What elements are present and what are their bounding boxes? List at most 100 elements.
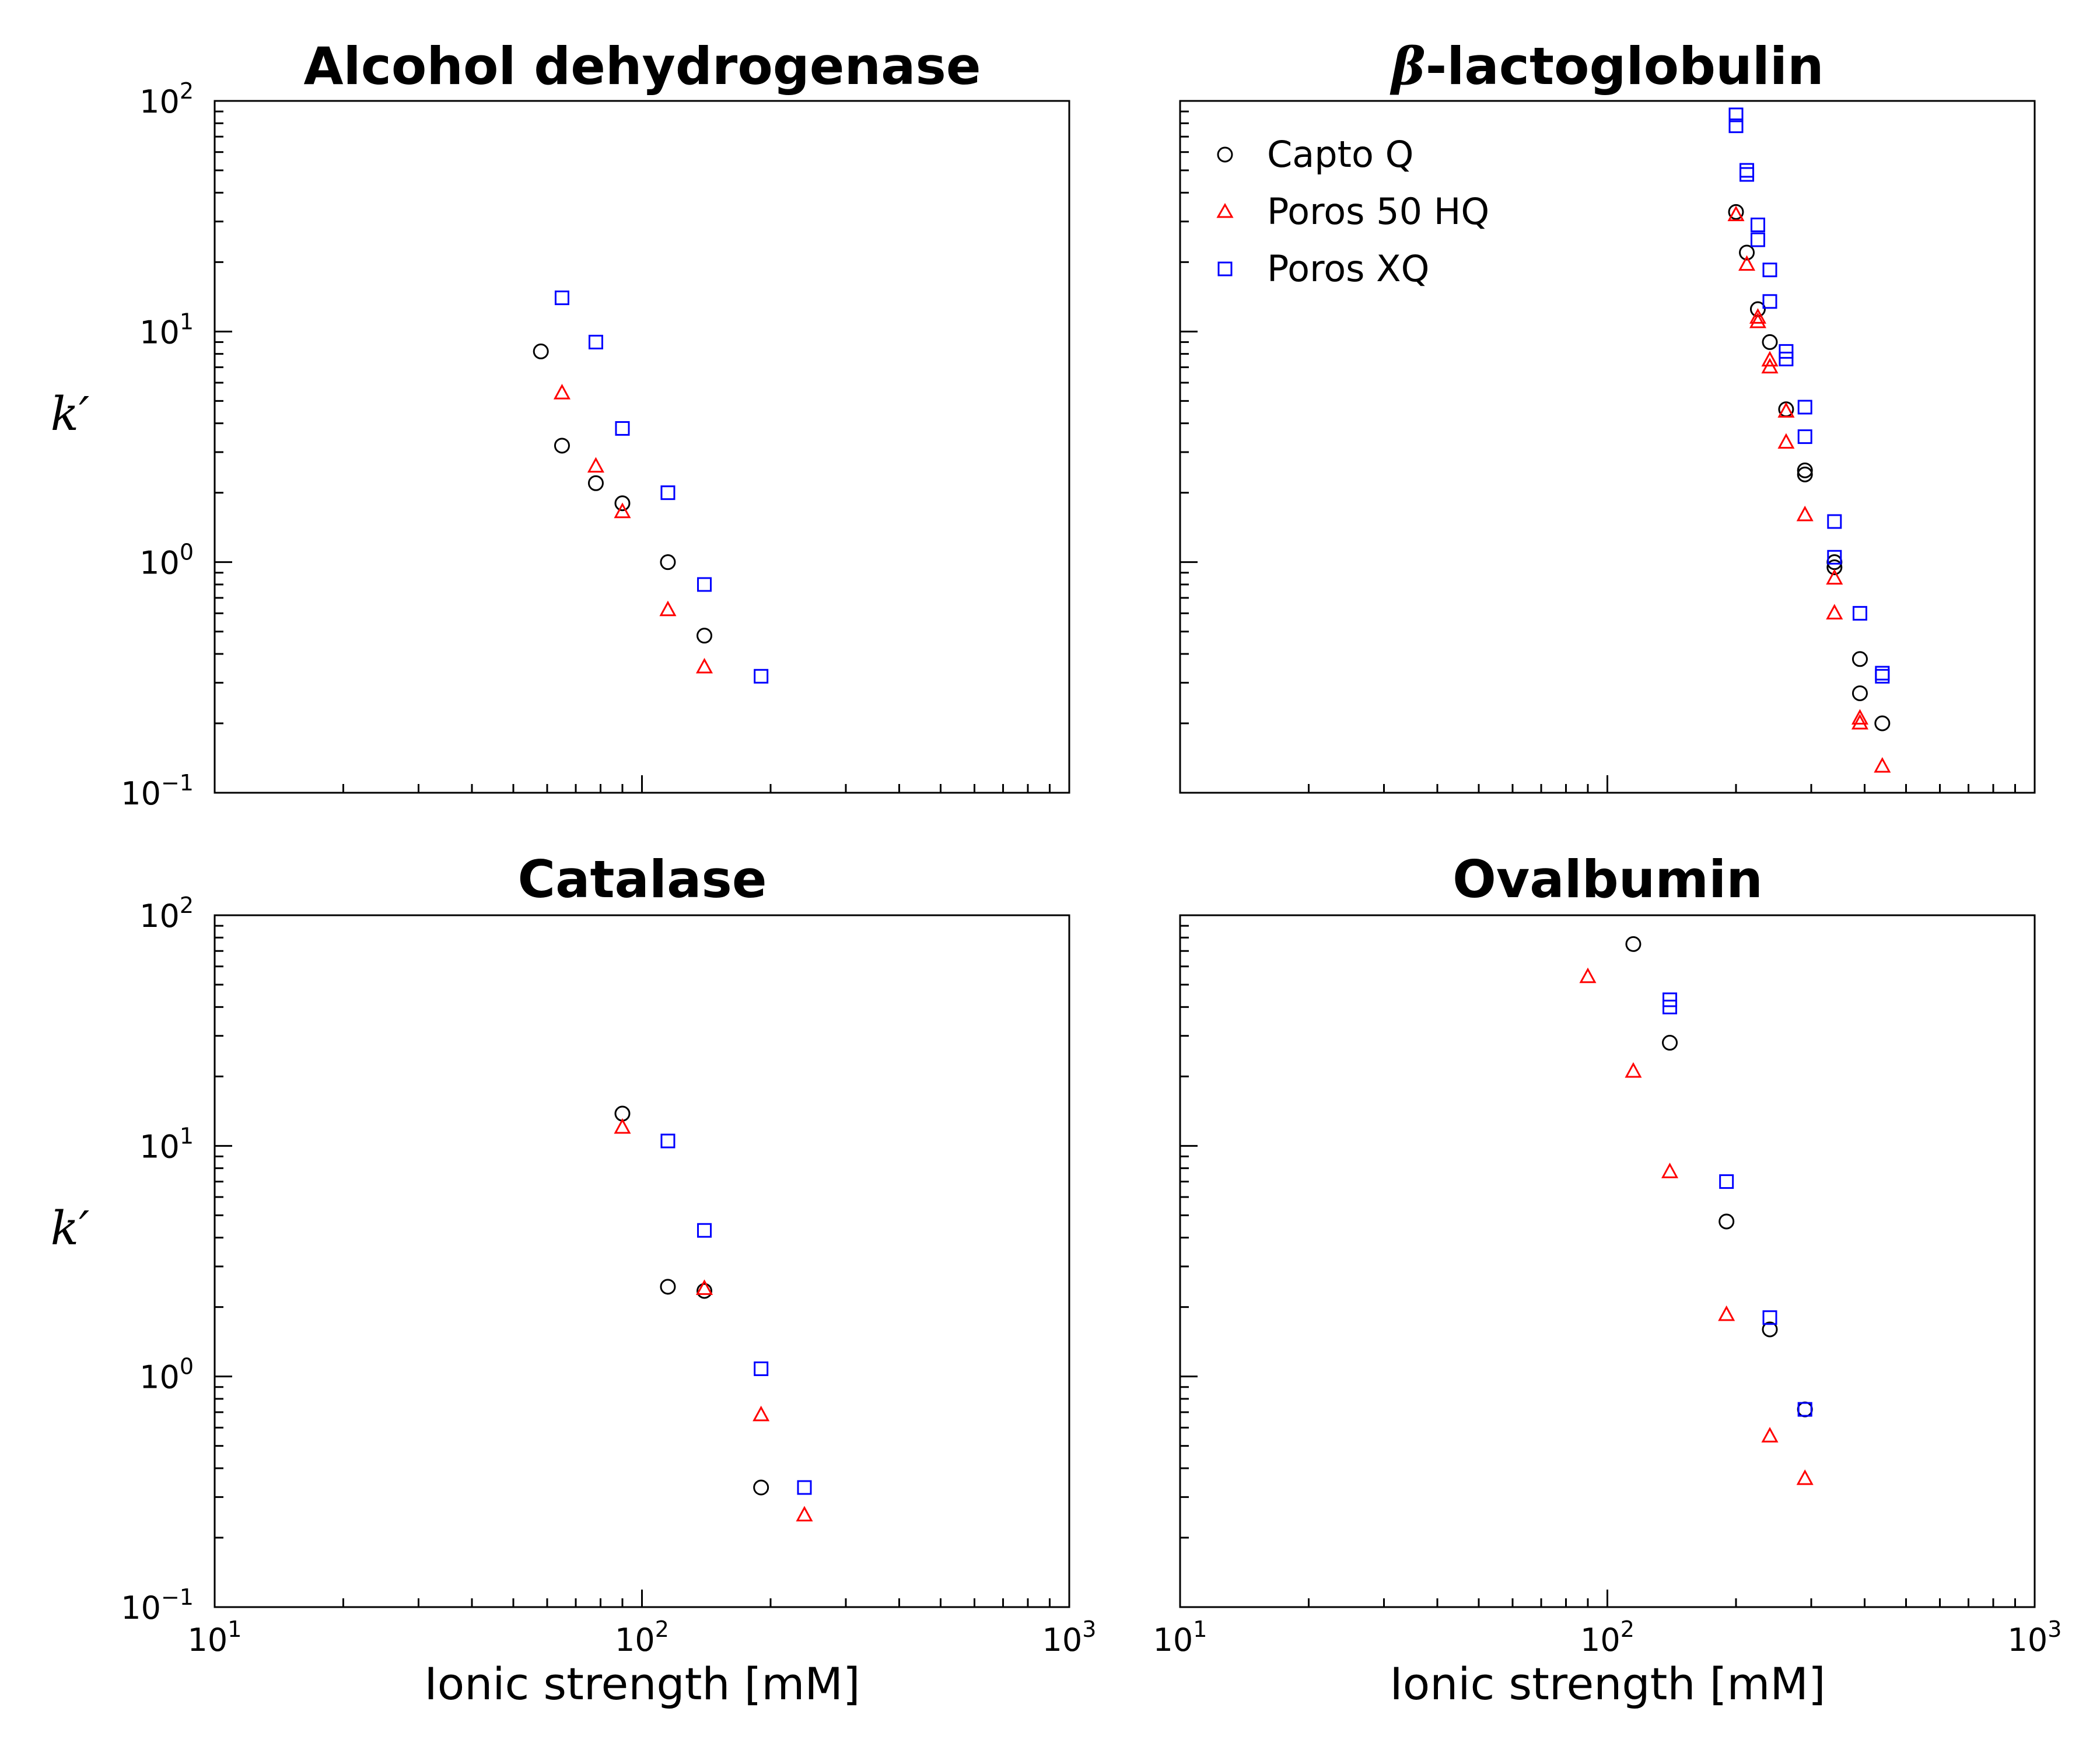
marker-circle bbox=[614, 495, 631, 512]
marker-square bbox=[1779, 351, 1794, 366]
legend-label: Poros XQ bbox=[1267, 247, 1429, 290]
marker-square bbox=[1827, 550, 1842, 565]
marker-triangle bbox=[1796, 1469, 1814, 1485]
marker-circle bbox=[533, 343, 549, 359]
legend-marker-circle bbox=[1217, 146, 1233, 163]
y-axis-label: k′ bbox=[51, 387, 90, 441]
x-tick-label: 103 bbox=[2008, 1616, 2062, 1658]
marker-circle bbox=[1797, 1401, 1813, 1418]
x-tick-labels: 101 102 103 bbox=[188, 1616, 1097, 1658]
marker-circle bbox=[753, 1479, 769, 1496]
marker-triangle bbox=[1625, 1062, 1642, 1078]
data-markers bbox=[614, 1105, 813, 1522]
y-tick-label: 102 bbox=[139, 78, 194, 120]
plot-frame bbox=[1179, 914, 2036, 1608]
marker-triangle bbox=[1761, 358, 1779, 374]
marker-square bbox=[1728, 107, 1744, 123]
plot-frame bbox=[214, 914, 1070, 1608]
marker-square bbox=[1750, 218, 1765, 233]
marker-square bbox=[1762, 1310, 1777, 1325]
marker-circle bbox=[660, 1279, 676, 1295]
marker-square bbox=[660, 1133, 676, 1149]
x-tick-label: 102 bbox=[1580, 1616, 1634, 1658]
marker-triangle bbox=[614, 502, 631, 519]
x-tick-label: 101 bbox=[1153, 1616, 1208, 1658]
marker-triangle bbox=[696, 1279, 713, 1295]
x-tick-label: 103 bbox=[1042, 1616, 1097, 1658]
marker-square bbox=[660, 485, 676, 501]
marker-triangle bbox=[1761, 351, 1779, 367]
minor-ticks bbox=[1179, 914, 2016, 1608]
marker-circle bbox=[1826, 559, 1843, 575]
marker-circle bbox=[554, 438, 570, 454]
marker-triangle bbox=[1727, 205, 1745, 222]
marker-triangle bbox=[752, 1405, 770, 1422]
legend-marker-square bbox=[1217, 261, 1233, 276]
marker-triangle bbox=[1796, 505, 1814, 522]
panel-title: Alcohol dehydrogenase bbox=[303, 36, 981, 96]
marker-square bbox=[1762, 294, 1777, 309]
y-tick-label: 101 bbox=[139, 1123, 194, 1165]
marker-square bbox=[1797, 400, 1812, 415]
marker-circle bbox=[696, 1283, 713, 1299]
y-tick-label: 10−1 bbox=[121, 1584, 194, 1626]
marker-circle bbox=[1797, 462, 1813, 478]
minor-ticks bbox=[214, 914, 1051, 1608]
marker-triangle bbox=[1777, 402, 1795, 418]
marker-square bbox=[754, 1361, 769, 1376]
marker-circle bbox=[1762, 334, 1778, 350]
marker-circle bbox=[1852, 651, 1868, 667]
legend-entry-capto-q: Capto Q bbox=[1217, 133, 1413, 176]
marker-square bbox=[1779, 344, 1794, 359]
marker-circle bbox=[1625, 936, 1642, 952]
marker-square bbox=[1852, 606, 1867, 621]
marker-square bbox=[1827, 514, 1842, 529]
marker-triangle bbox=[1579, 967, 1597, 984]
marker-circle bbox=[696, 628, 713, 644]
y-tick-labels: 102 101 100 10−1 bbox=[121, 78, 194, 812]
marker-triangle bbox=[1851, 713, 1868, 730]
marker-triangle bbox=[1661, 1163, 1679, 1178]
marker-square bbox=[1719, 1174, 1734, 1189]
marker-circle bbox=[1874, 715, 1891, 732]
panel-title: β-lactoglobulin bbox=[1390, 36, 1824, 96]
marker-square bbox=[797, 1480, 812, 1495]
legend-label: Poros 50 HQ bbox=[1267, 190, 1489, 233]
legend-entry-poros-xq: Poros XQ bbox=[1217, 247, 1429, 290]
marker-square bbox=[1740, 167, 1755, 182]
panel-beta-lactoglobulin: β-lactoglobulin Capto Q Poros 50 HQ Poro… bbox=[1179, 36, 2036, 794]
marker-square bbox=[1728, 118, 1744, 134]
panel-alcohol-dehydrogenase: Alcohol dehydrogenase 102 101 100 10−1 k′ bbox=[51, 36, 1070, 812]
legend-label: Capto Q bbox=[1267, 133, 1413, 176]
marker-square bbox=[754, 668, 769, 684]
marker-circle bbox=[1739, 244, 1755, 261]
x-tick-label: 102 bbox=[615, 1616, 669, 1658]
marker-circle bbox=[1762, 1321, 1778, 1338]
y-tick-label: 100 bbox=[139, 540, 194, 582]
data-markers bbox=[1727, 107, 1891, 773]
plot-frame bbox=[214, 100, 1070, 794]
data-markers bbox=[533, 290, 769, 684]
x-axis-label: Ionic strength [mM] bbox=[1390, 1658, 1825, 1710]
x-tick-label: 101 bbox=[188, 1616, 242, 1658]
marker-square bbox=[1750, 232, 1765, 247]
marker-triangle bbox=[1826, 604, 1843, 620]
marker-triangle bbox=[1777, 433, 1795, 449]
marker-triangle bbox=[553, 383, 570, 400]
marker-triangle bbox=[1749, 312, 1767, 328]
marker-triangle bbox=[1749, 308, 1767, 324]
marker-triangle bbox=[1718, 1305, 1735, 1321]
marker-circle bbox=[587, 475, 604, 491]
marker-circle bbox=[1797, 466, 1813, 482]
panel-ovalbumin: Ovalbumin 101 102 103 Ionic strength [mM] bbox=[1153, 849, 2062, 1710]
legend-marker-triangle bbox=[1216, 202, 1234, 218]
marker-triangle bbox=[587, 457, 604, 473]
marker-triangle bbox=[659, 600, 677, 617]
x-tick-labels: 101 102 103 bbox=[1153, 1616, 2062, 1658]
marker-circle bbox=[1728, 204, 1744, 220]
legend: Capto Q Poros 50 HQ Poros XQ bbox=[1216, 133, 1489, 290]
y-tick-labels: 102 101 100 10−1 bbox=[121, 892, 194, 1626]
marker-square bbox=[1797, 429, 1812, 444]
marker-square bbox=[1740, 163, 1755, 178]
